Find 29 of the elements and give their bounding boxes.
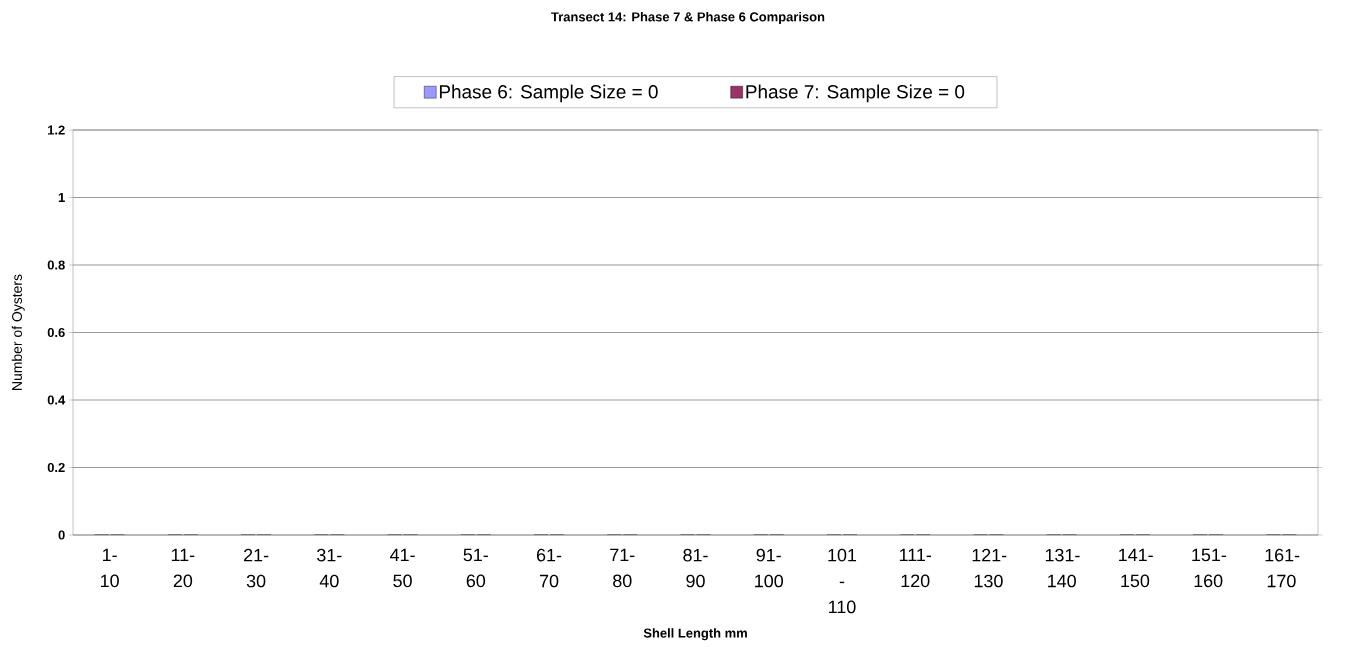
x-tick-label: 81-90 xyxy=(683,548,708,588)
x-tick-label: 41-50 xyxy=(390,548,415,588)
chart-title: Transect 14: Phase 7 & Phase 6 Comparison xyxy=(551,11,825,25)
y-tick-label: 1 xyxy=(58,193,65,202)
x-axis-title: Shell Length mm xyxy=(643,628,747,641)
y-tick-label: 0.2 xyxy=(47,462,65,473)
x-tick-label: 111-120 xyxy=(899,548,932,588)
x-tick-label: 121-130 xyxy=(972,548,1007,588)
y-tick-label: 0 xyxy=(58,530,65,540)
x-tick-label: 91-100 xyxy=(755,548,783,588)
x-tick-label: 11-20 xyxy=(171,548,195,588)
y-axis-title: Number of Oysters xyxy=(11,274,25,390)
x-tick-label: 161-170 xyxy=(1265,548,1300,588)
x-tick-label: 71-80 xyxy=(610,548,635,588)
x-tick-label: 151-160 xyxy=(1192,548,1227,588)
y-tick-label: 1.2 xyxy=(48,125,65,135)
x-tick-label: 131-140 xyxy=(1045,548,1080,588)
x-tick-label: 31-40 xyxy=(317,548,342,588)
x-tick-label: 1-10 xyxy=(101,548,119,588)
y-tick-label: 0.8 xyxy=(47,260,65,270)
x-tick-label: 61-70 xyxy=(536,548,562,588)
y-tick-label: 0.6 xyxy=(47,327,65,338)
legend-label: Phase 7: Sample Size = 0 xyxy=(746,84,965,103)
x-tick-label: 51-60 xyxy=(463,548,488,588)
x-tick-label: 101 - 110 xyxy=(828,548,857,614)
legend-label: Phase 6: Sample Size = 0 xyxy=(439,84,658,103)
y-tick-label: 0.4 xyxy=(47,395,66,405)
x-tick-label: 141-150 xyxy=(1119,548,1153,588)
x-tick-label: 21-30 xyxy=(244,548,269,588)
